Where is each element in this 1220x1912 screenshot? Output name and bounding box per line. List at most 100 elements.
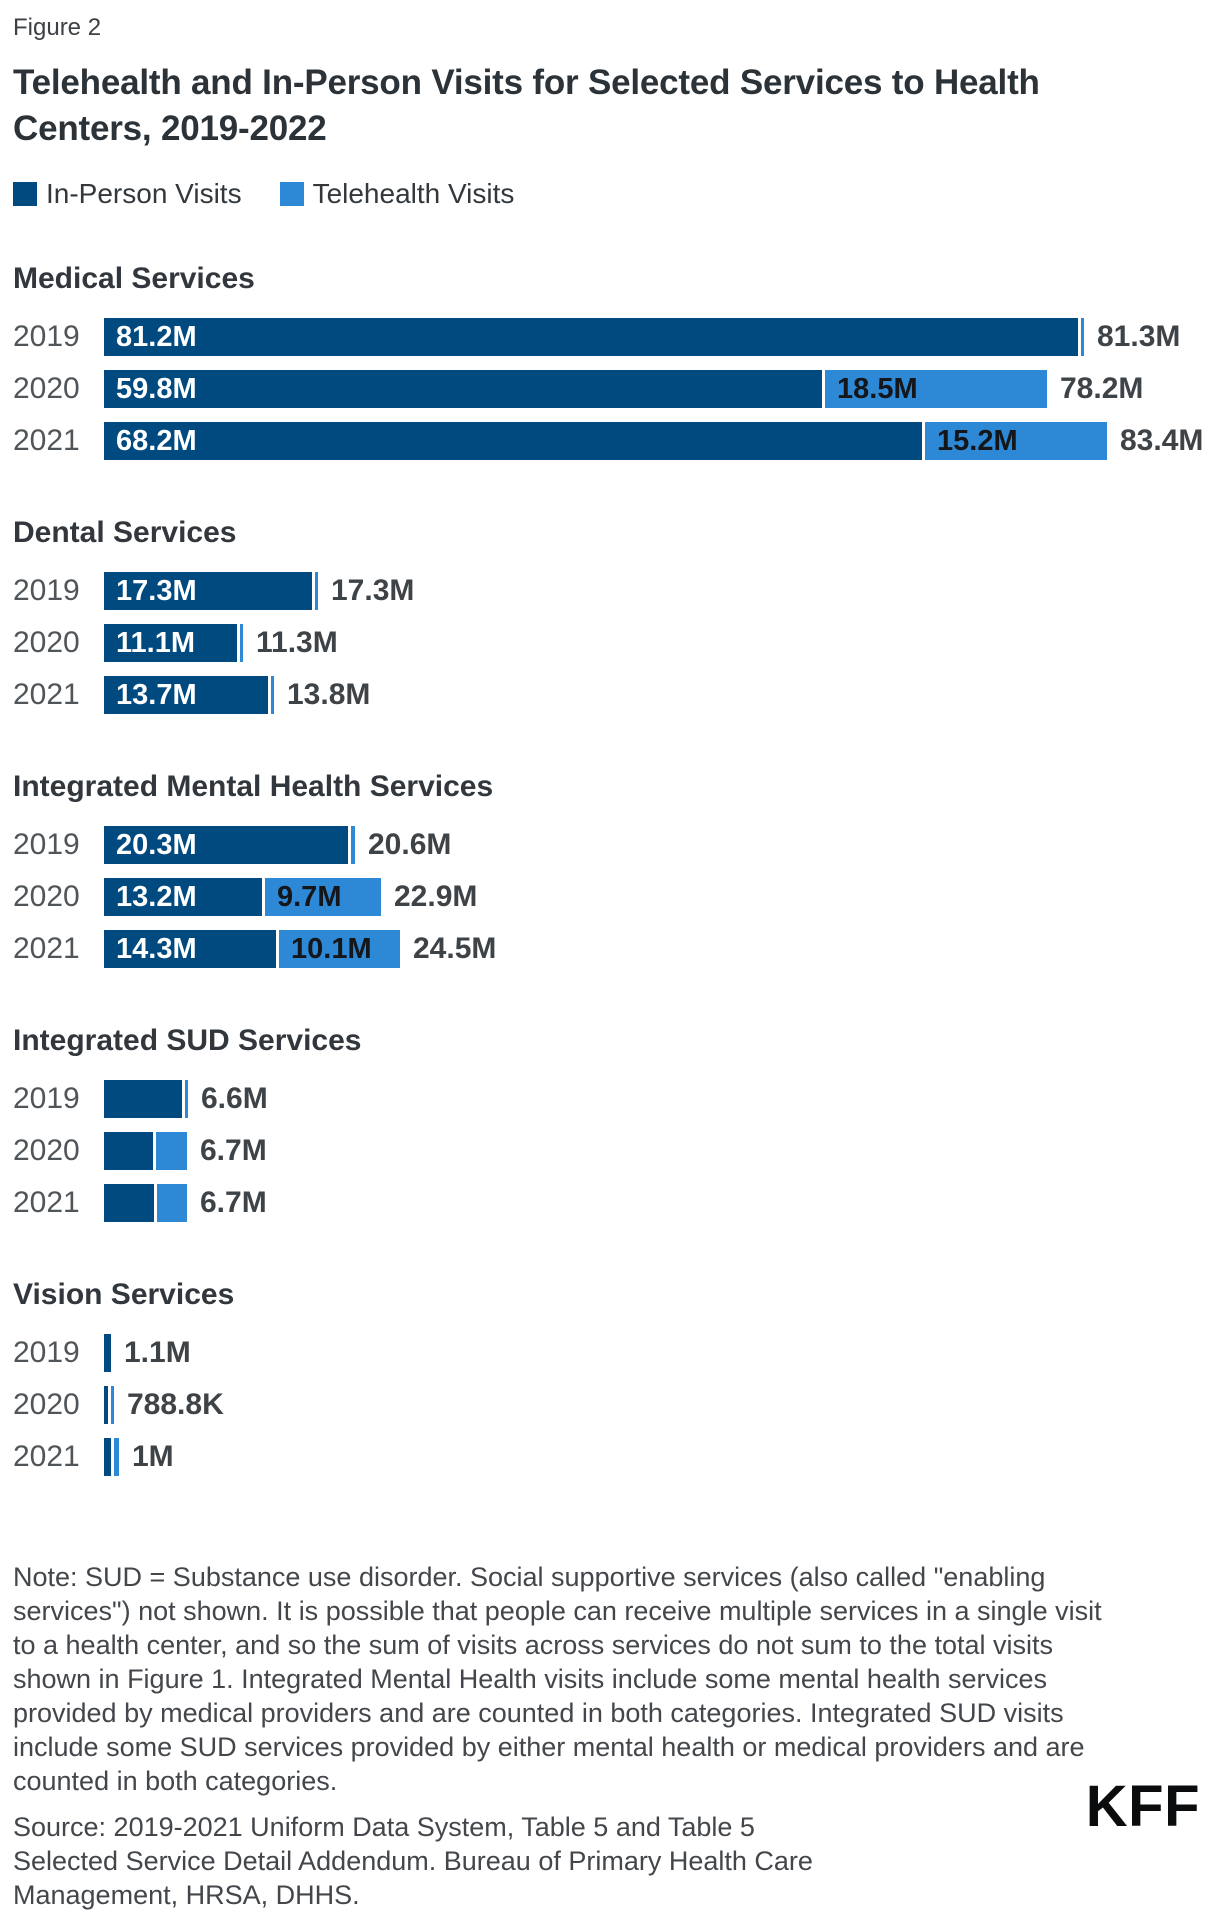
section-title: Integrated Mental Health Services: [13, 770, 494, 804]
section-title: Vision Services: [13, 1278, 235, 1312]
total-label: 78.2M: [1060, 372, 1144, 406]
figure-label: Figure 2: [13, 14, 102, 41]
chart-section: Vision Services 2019 1.1M 2020 788.8K 2021 1M: [13, 1278, 1204, 1477]
telehealth-bar: 15.2M: [925, 422, 1107, 461]
total-label: 6.7M: [200, 1134, 267, 1168]
in-person-bar-value: 13.2M: [116, 880, 197, 913]
year-label: 2020: [13, 1388, 80, 1422]
bar-group: [104, 1438, 119, 1477]
bar-row: 2019 20.3M 20.6M: [13, 826, 1204, 865]
total-label: 24.5M: [413, 932, 497, 966]
bar-group: [104, 1080, 188, 1119]
year-label: 2021: [13, 1186, 80, 1220]
in-person-bar: 11.1M: [104, 624, 237, 663]
bar-group: [104, 1386, 114, 1425]
in-person-bar: [104, 1438, 111, 1477]
total-label: 81.3M: [1097, 320, 1181, 354]
bar-row: 2019 17.3M 17.3M: [13, 572, 1204, 611]
year-label: 2021: [13, 932, 80, 966]
year-label: 2020: [13, 880, 80, 914]
in-person-bar-value: 17.3M: [116, 574, 197, 607]
year-label: 2019: [13, 1082, 80, 1116]
total-label: 11.3M: [256, 626, 338, 660]
legend-item-telehealth: Telehealth Visits: [279, 178, 515, 210]
bar-group: [104, 1184, 187, 1223]
kff-logo: KFF: [1085, 1774, 1200, 1839]
telehealth-bar: 18.5M: [825, 370, 1047, 409]
chart-title: Telehealth and In-Person Visits for Sele…: [13, 63, 1040, 149]
legend-item-in-person: In-Person Visits: [13, 178, 242, 210]
bar-row: 2021 14.3M 10.1M 24.5M: [13, 930, 1204, 969]
bar-group: 20.3M: [104, 826, 355, 865]
in-person-bar-value: 20.3M: [116, 828, 197, 861]
bar-row: 2020 13.2M 9.7M 22.9M: [13, 878, 1204, 917]
telehealth-swatch-icon: [279, 182, 304, 207]
year-label: 2019: [13, 1336, 80, 1370]
bar-group: [104, 1132, 187, 1171]
telehealth-bar: 10.1M: [279, 930, 400, 969]
telehealth-bar-value: 9.7M: [277, 880, 342, 913]
bar-row: 2021 13.7M 13.8M: [13, 676, 1204, 715]
telehealth-bar: [351, 826, 355, 865]
bar-group: 68.2M 15.2M: [104, 422, 1107, 461]
in-person-bar-value: 14.3M: [116, 932, 197, 965]
in-person-bar: 20.3M: [104, 826, 348, 865]
total-label: 6.7M: [200, 1186, 267, 1220]
section-title: Dental Services: [13, 516, 237, 550]
legend-label-telehealth: Telehealth Visits: [312, 178, 515, 210]
year-label: 2021: [13, 424, 80, 458]
bar-row: 2019 81.2M 81.3M: [13, 318, 1204, 357]
bar-row: 2020 6.7M: [13, 1132, 1204, 1171]
in-person-bar-value: 11.1M: [116, 626, 195, 659]
chart: Medical Services 2019 81.2M 81.3M 2020 59.8M 1…: [13, 262, 1204, 1477]
in-person-bar: 13.7M: [104, 676, 268, 715]
in-person-bar: [104, 1334, 111, 1373]
bar-group: 13.7M: [104, 676, 274, 715]
bar-group: 17.3M: [104, 572, 318, 611]
telehealth-bar: [185, 1080, 188, 1119]
telehealth-bar: [315, 572, 318, 611]
bar-row: 2021 1M: [13, 1438, 1204, 1477]
chart-section: Integrated SUD Services 2019 6.6M 2020 6.7M 2…: [13, 1024, 1204, 1223]
bar-row: 2019 6.6M: [13, 1080, 1204, 1119]
bar-row: 2020 59.8M 18.5M 78.2M: [13, 370, 1204, 409]
in-person-bar: 68.2M: [104, 422, 922, 461]
telehealth-bar-value: 10.1M: [291, 932, 372, 965]
total-label: 83.4M: [1120, 424, 1204, 458]
section-title: Integrated SUD Services: [13, 1024, 362, 1058]
telehealth-bar: [1081, 318, 1084, 357]
bar-group: 59.8M 18.5M: [104, 370, 1047, 409]
note-text: Note: SUD = Substance use disorder. Soci…: [13, 1562, 1102, 1797]
year-label: 2019: [13, 828, 80, 862]
total-label: 1.1M: [124, 1336, 191, 1370]
in-person-bar: 59.8M: [104, 370, 822, 409]
total-label: 6.6M: [201, 1082, 268, 1116]
year-label: 2019: [13, 320, 80, 354]
in-person-bar: [104, 1080, 182, 1119]
in-person-bar: 13.2M: [104, 878, 262, 917]
section-title: Medical Services: [13, 262, 255, 296]
bar-group: [104, 1334, 111, 1373]
in-person-bar: 81.2M: [104, 318, 1078, 357]
year-label: 2020: [13, 1134, 80, 1168]
source-text: Source: 2019-2021 Uniform Data System, T…: [13, 1812, 813, 1911]
bar-group: 11.1M: [104, 624, 243, 663]
total-label: 13.8M: [287, 678, 371, 712]
in-person-bar: [104, 1132, 153, 1171]
bar-row: 2020 788.8K: [13, 1386, 1204, 1425]
year-label: 2021: [13, 678, 80, 712]
year-label: 2021: [13, 1440, 80, 1474]
bar-group: 13.2M 9.7M: [104, 878, 381, 917]
telehealth-bar: 9.7M: [265, 878, 381, 917]
total-label: 788.8K: [127, 1388, 224, 1422]
chart-section: Integrated Mental Health Services 2019 20.…: [13, 770, 1204, 969]
total-label: 22.9M: [394, 880, 478, 914]
in-person-bar-value: 13.7M: [116, 678, 197, 711]
legend-label-in-person: In-Person Visits: [46, 178, 242, 210]
year-label: 2020: [13, 626, 80, 660]
in-person-swatch-icon: [13, 182, 37, 207]
telehealth-bar: [114, 1438, 119, 1477]
telehealth-bar: [240, 624, 243, 663]
chart-section: Medical Services 2019 81.2M 81.3M 2020 59.8M 1…: [13, 262, 1204, 461]
